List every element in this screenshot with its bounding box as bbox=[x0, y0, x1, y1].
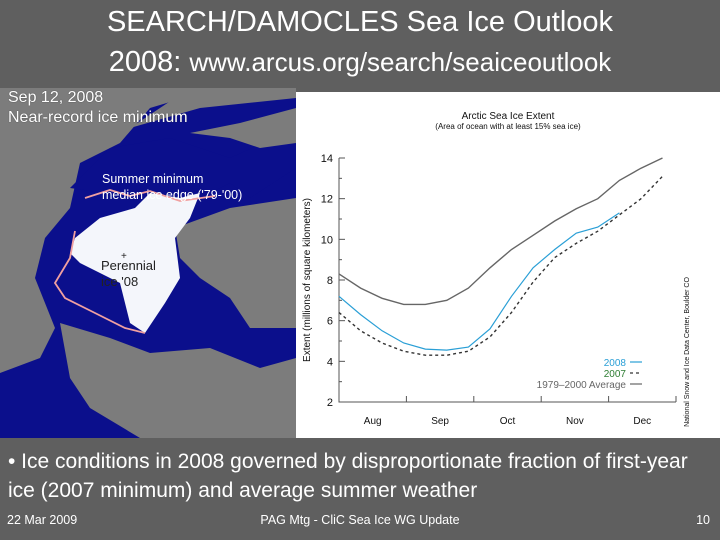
perennial-line-2: ice '08 bbox=[101, 274, 139, 289]
chart-graphic: Arctic Sea Ice Extent(Area of ocean with… bbox=[302, 111, 691, 427]
svg-text:2008: 2008 bbox=[604, 358, 627, 369]
map-title: Sep 12, 2008 Near-record ice minimum bbox=[8, 88, 188, 128]
title-year: 2008: bbox=[108, 46, 190, 78]
perennial-line-1: Perennial bbox=[101, 258, 156, 273]
bullet-point: • Ice conditions in 2008 governed by dis… bbox=[8, 450, 688, 502]
title-line-2: 2008: www.arcus.org/search/seaiceoutlook bbox=[0, 42, 720, 82]
svg-text:4: 4 bbox=[327, 356, 333, 368]
svg-text:2: 2 bbox=[327, 397, 333, 409]
sea-ice-extent-chart: Arctic Sea Ice Extent (Area of ocean with… bbox=[296, 92, 720, 438]
arctic-ice-map: + Sep 12, 2008 Near-record ice minimum S… bbox=[0, 88, 296, 438]
median-edge-annotation: Summer minimum median ice edge ('79-'00) bbox=[102, 171, 242, 203]
svg-text:Aug: Aug bbox=[364, 416, 382, 427]
svg-text:Dec: Dec bbox=[633, 416, 651, 427]
page-number: 10 bbox=[696, 513, 710, 527]
svg-text:2007: 2007 bbox=[604, 369, 627, 380]
svg-text:National Snow and Ice Data Cen: National Snow and Ice Data Center, Bould… bbox=[684, 277, 691, 427]
svg-text:Sep: Sep bbox=[431, 416, 449, 427]
svg-text:6: 6 bbox=[327, 316, 333, 328]
svg-text:14: 14 bbox=[321, 153, 333, 165]
svg-text:+: + bbox=[121, 251, 127, 262]
svg-text:Extent (millions of square kil: Extent (millions of square kilometers) bbox=[302, 198, 313, 362]
footer-date: 22 Mar 2009 bbox=[7, 513, 78, 527]
title-url: www.arcus.org/search/seaiceoutlook bbox=[189, 47, 612, 77]
svg-text:8: 8 bbox=[327, 275, 333, 287]
annotation-line-2: median ice edge ('79-'00) bbox=[102, 188, 243, 202]
svg-text:12: 12 bbox=[321, 194, 333, 206]
map-graphic: + bbox=[0, 88, 296, 438]
perennial-ice-annotation: Perennial ice '08 bbox=[101, 258, 156, 290]
chart-subtitle: (Area of ocean with at least 15% sea ice… bbox=[435, 122, 581, 131]
svg-text:1979–2000 Average: 1979–2000 Average bbox=[537, 380, 627, 391]
title-line-1: SEARCH/DAMOCLES Sea Ice Outlook bbox=[106, 6, 614, 38]
map-date: Sep 12, 2008 bbox=[8, 89, 104, 106]
slide-title: SEARCH/DAMOCLES Sea Ice Outlook 2008: ww… bbox=[0, 2, 720, 82]
chart-title: Arctic Sea Ice Extent bbox=[462, 111, 555, 122]
map-subtitle: Near-record ice minimum bbox=[8, 109, 188, 126]
svg-text:Nov: Nov bbox=[566, 416, 584, 427]
svg-text:Oct: Oct bbox=[500, 416, 516, 427]
svg-text:10: 10 bbox=[321, 234, 333, 246]
footer-title: PAG Mtg - CliC Sea Ice WG Update bbox=[260, 513, 460, 527]
annotation-line-1: Summer minimum bbox=[102, 172, 204, 186]
